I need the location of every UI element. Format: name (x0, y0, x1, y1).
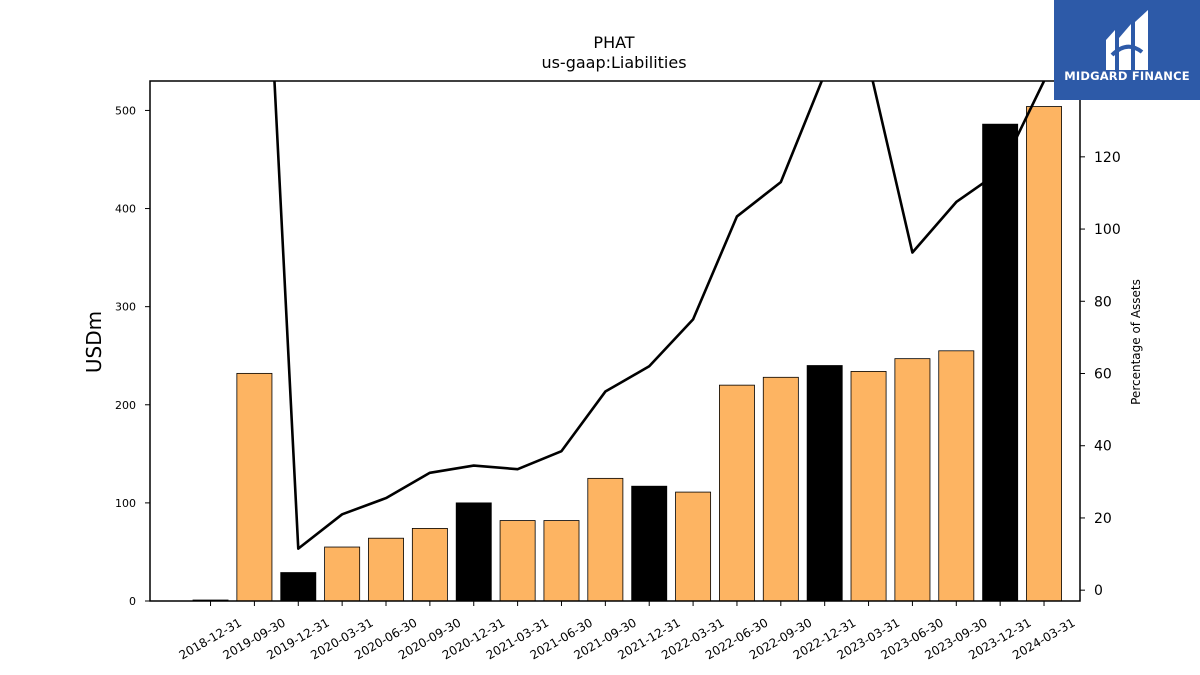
bar (806, 365, 843, 602)
bar (236, 372, 273, 602)
bar (411, 528, 448, 602)
bar (324, 546, 361, 602)
y2-tick-label: 60 (1094, 367, 1112, 383)
chart-title: PHAT (593, 33, 634, 52)
plot-frame (149, 80, 1081, 602)
bar (543, 520, 580, 602)
y2-tick-label: 120 (1094, 150, 1121, 166)
brand-name: MIDGARD FINANCE (1064, 69, 1190, 83)
bar (938, 350, 975, 602)
y-tick-label: 100 (115, 497, 136, 510)
bar (280, 572, 317, 602)
y-tick-label: 0 (129, 595, 136, 608)
y2-tick-label: 40 (1094, 439, 1112, 455)
y-tick-label: 300 (115, 301, 136, 314)
y2-axis-label: Percentage of Assets (1129, 279, 1143, 405)
bar (455, 502, 492, 602)
y-axis-label: USDm (82, 311, 106, 373)
bar (982, 123, 1019, 602)
chart-subtitle: us-gaap:Liabilities (541, 53, 686, 72)
bar (368, 537, 404, 602)
brand-logo: MIDGARD FINANCE (1054, 0, 1200, 100)
y2-tick-label: 0 (1094, 583, 1103, 599)
brand-mark-icon (1106, 10, 1148, 70)
bar (587, 477, 624, 602)
y2-tick-label: 100 (1094, 222, 1121, 238)
y-tick-label: 400 (115, 203, 136, 216)
bar (675, 491, 712, 602)
bar (499, 520, 536, 602)
bar (894, 358, 931, 602)
bar (1026, 106, 1062, 602)
y2-tick-label: 20 (1094, 511, 1112, 527)
y2-tick-label: 80 (1094, 294, 1112, 310)
y-tick-label: 500 (115, 104, 136, 117)
bar (850, 371, 887, 602)
series-line (273, 81, 1046, 550)
plot-area: 01002003004005000204060801001202018-12-3… (115, 80, 1121, 662)
bar (762, 376, 799, 602)
bar (719, 384, 755, 602)
bar (631, 485, 668, 602)
y-tick-label: 200 (115, 399, 136, 412)
